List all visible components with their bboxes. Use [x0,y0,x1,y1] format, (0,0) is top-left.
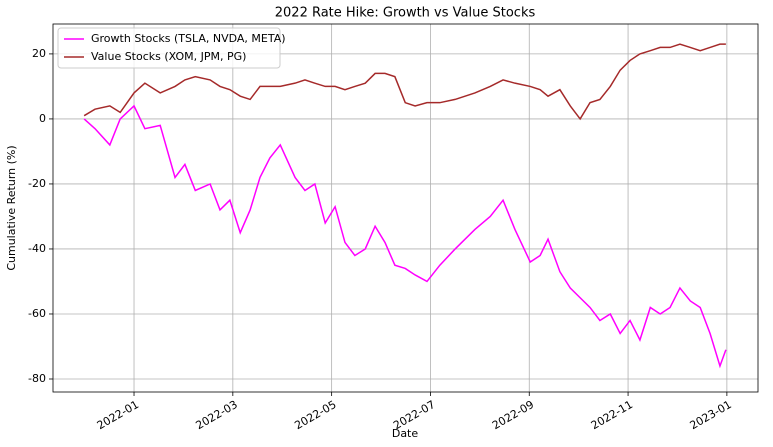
chart-title: 2022 Rate Hike: Growth vs Value Stocks [275,6,536,21]
y-tick-label: 20 [32,47,46,60]
x-axis-label: Date [392,427,419,440]
y-tick-label: -60 [28,307,46,320]
x-tick-label: 2022-03 [194,398,240,432]
y-tick-label: 0 [39,112,46,125]
legend-label: Value Stocks (XOM, JPM, PG) [91,50,246,63]
series-line [83,104,727,369]
x-tick-label: 2022-09 [490,398,536,432]
x-tick-label: 2022-01 [95,398,141,432]
plot-frame [52,23,759,393]
series-line [83,43,726,121]
x-tick-label: 2023-01 [688,398,734,432]
y-axis-label: Cumulative Return (%) [5,145,18,270]
y-tick-label: -20 [28,177,46,190]
y-tick-label: -40 [28,242,46,255]
legend-box [57,27,281,69]
x-tick-label: 2022-11 [589,398,635,432]
x-tick-label: 2022-05 [292,398,338,432]
legend-label: Growth Stocks (TSLA, NVDA, META) [91,32,286,45]
y-tick-label: -80 [28,372,46,385]
